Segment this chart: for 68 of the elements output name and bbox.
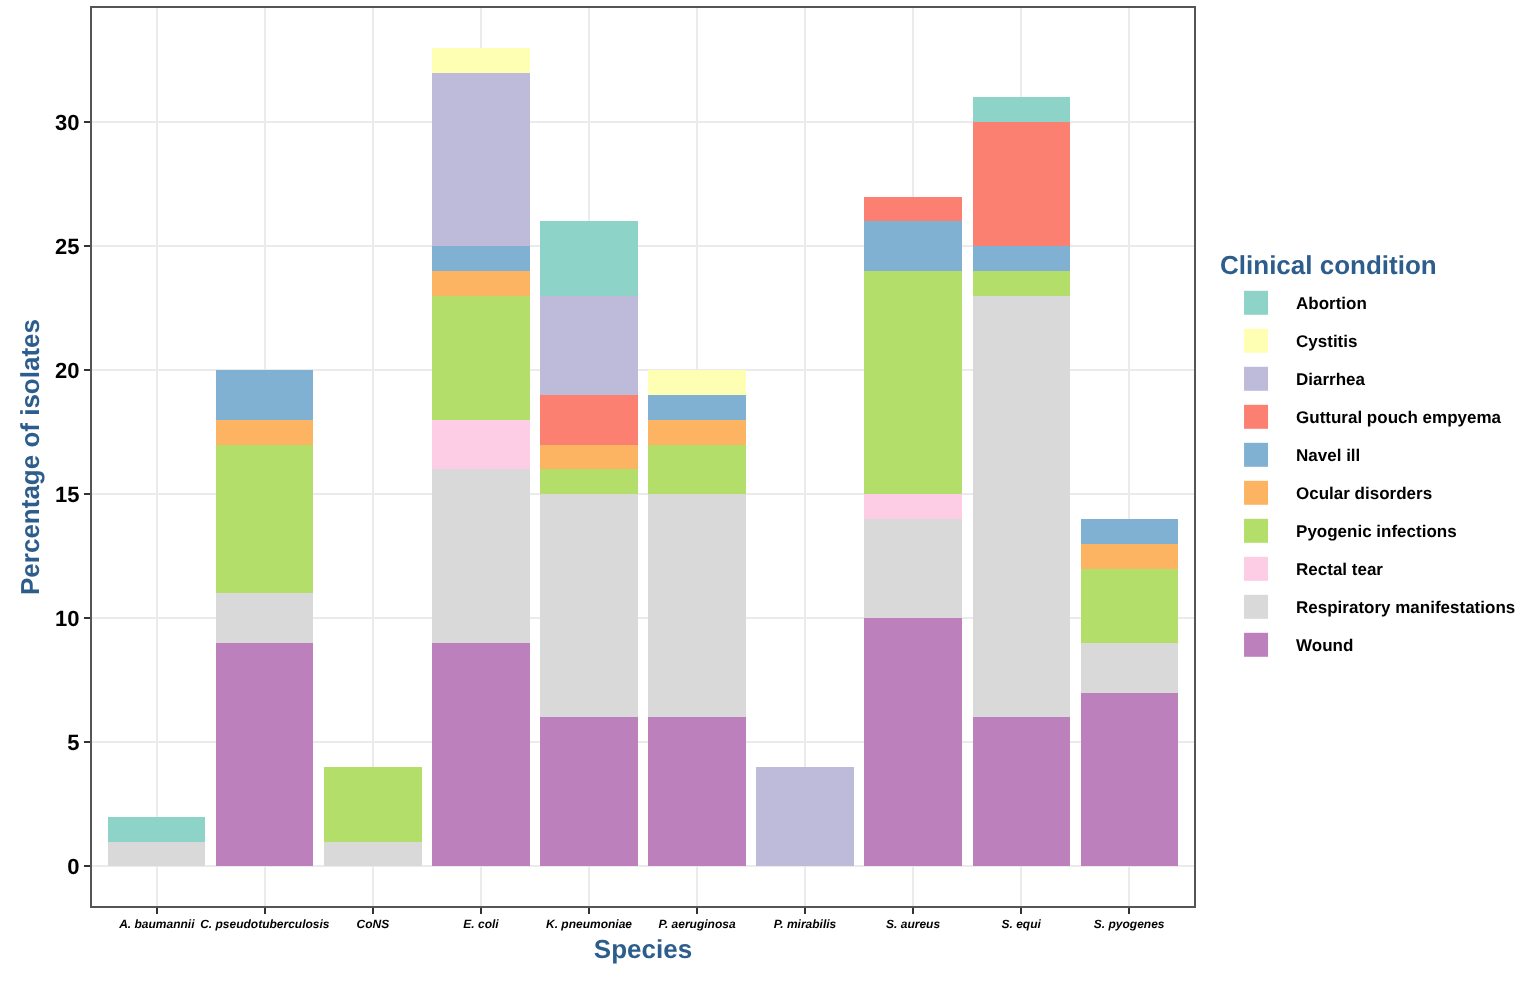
bar (864, 494, 962, 520)
bar (864, 221, 962, 271)
bar (540, 295, 638, 395)
bar (1080, 568, 1178, 644)
legend-title: Clinical condition (1220, 249, 1437, 280)
bar (540, 717, 638, 867)
bar (864, 196, 962, 222)
y-tick-label: 20 (55, 359, 80, 384)
legend-label: Pyogenic infections (1296, 521, 1458, 542)
legend-label: Respiratory manifestations (1296, 597, 1516, 618)
bar (972, 295, 1070, 718)
bar (972, 246, 1070, 271)
bar (216, 444, 314, 594)
bar (864, 618, 962, 867)
legend-label: Abortion (1296, 293, 1367, 314)
bar (648, 419, 746, 445)
y-tick-label: 0 (67, 856, 80, 880)
bar (216, 370, 314, 420)
bar (540, 444, 638, 470)
bar (648, 394, 746, 420)
bar (972, 270, 1070, 296)
bar (540, 469, 638, 495)
bar (972, 717, 1070, 867)
bar (540, 221, 638, 296)
bar (648, 370, 746, 395)
bar (108, 816, 206, 842)
bar (432, 246, 530, 271)
bar (432, 47, 530, 73)
y-tick-label: 5 (67, 731, 80, 756)
bar (972, 122, 1070, 247)
legend-label: Guttural pouch empyema (1296, 407, 1502, 428)
bar (324, 767, 422, 842)
bar (648, 717, 746, 867)
legend-label: Wound (1296, 635, 1354, 656)
bar (432, 72, 530, 247)
bar (972, 97, 1070, 123)
bar (432, 419, 530, 470)
y-tick-label: 25 (55, 235, 80, 260)
y-tick-label: 30 (55, 111, 80, 136)
x-axis-title: Species (593, 933, 693, 964)
legend-label: Cystitis (1296, 331, 1358, 352)
bar (216, 643, 314, 867)
bar (108, 841, 206, 867)
bar (216, 593, 314, 644)
bar (216, 419, 314, 445)
bar (648, 494, 746, 718)
legend-label: Navel ill (1296, 445, 1361, 466)
bar (324, 841, 422, 867)
bar (756, 767, 854, 867)
bar (1080, 543, 1178, 569)
y-tick-label: 15 (55, 483, 80, 508)
bar (540, 394, 638, 445)
bar (864, 519, 962, 619)
bar (432, 270, 530, 296)
bar (648, 444, 746, 495)
legend-label: Diarrhea (1296, 369, 1366, 390)
legend-label: Ocular disorders (1296, 483, 1433, 504)
bar (432, 643, 530, 867)
bar (540, 494, 638, 718)
y-axis-title: Percentage of isolates (15, 319, 45, 595)
bar (1080, 643, 1178, 693)
bar (1080, 692, 1178, 867)
y-tick-label: 10 (55, 607, 80, 632)
bar (432, 295, 530, 420)
bar (432, 469, 530, 644)
bar (1080, 519, 1178, 544)
bar (864, 270, 962, 495)
legend-label: Rectal tear (1296, 559, 1385, 580)
